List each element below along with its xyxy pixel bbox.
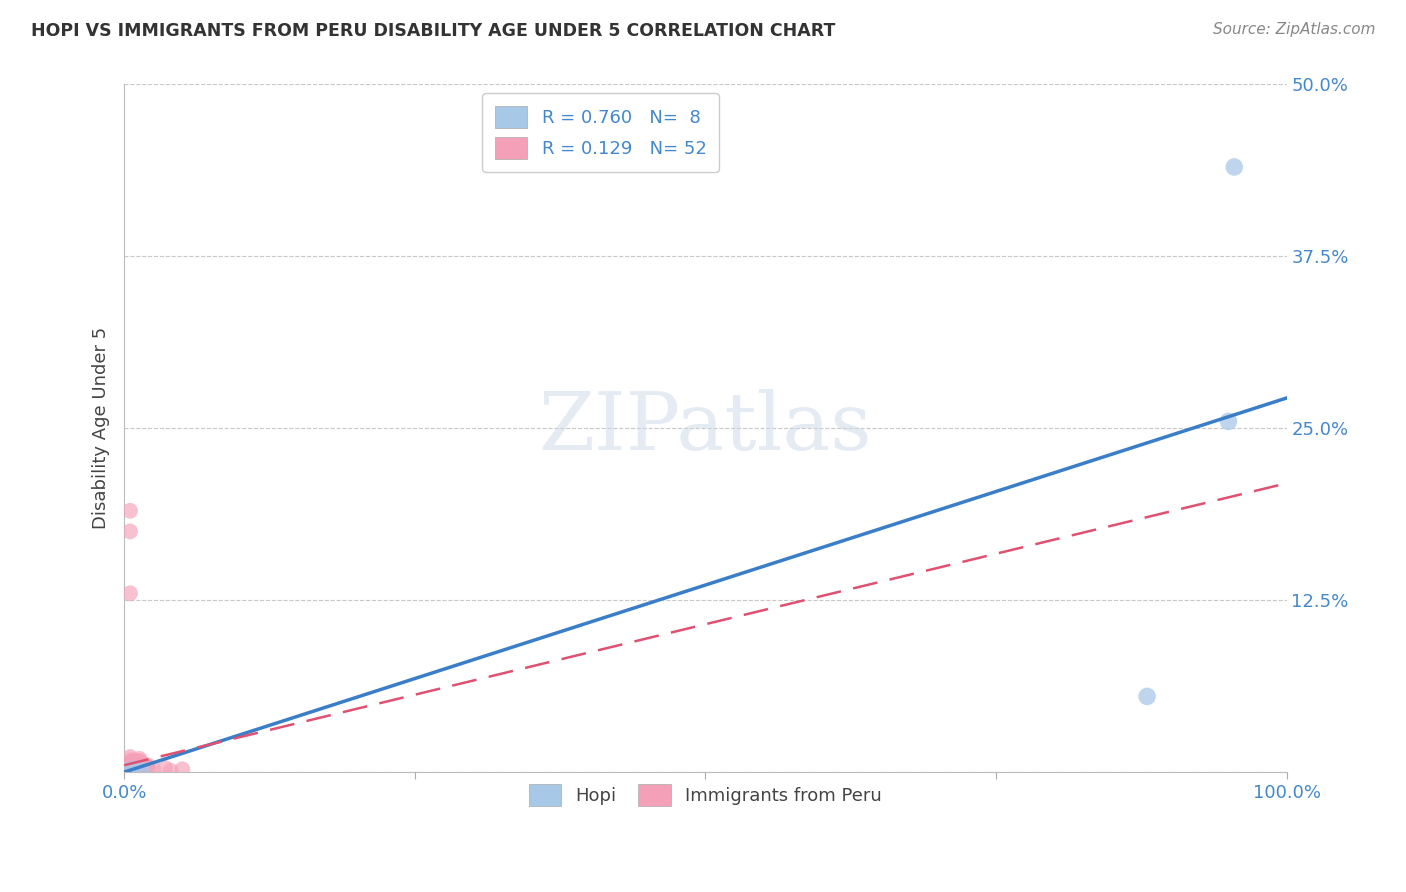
Point — [114, 762, 136, 776]
Point — [120, 758, 142, 772]
Point — [153, 761, 176, 775]
Point — [117, 761, 139, 775]
Legend: Hopi, Immigrants from Peru: Hopi, Immigrants from Peru — [520, 774, 891, 814]
Point — [115, 764, 138, 778]
Text: ZIPatlas: ZIPatlas — [538, 389, 872, 467]
Point — [117, 764, 139, 778]
Point — [159, 764, 181, 778]
Point — [124, 761, 146, 775]
Point — [127, 760, 149, 774]
Point — [136, 758, 159, 772]
Point — [121, 764, 143, 779]
Point — [118, 586, 141, 600]
Point — [120, 756, 142, 770]
Point — [1136, 690, 1159, 704]
Point — [114, 760, 136, 774]
Point — [122, 754, 145, 768]
Point — [115, 757, 138, 772]
Y-axis label: Disability Age Under 5: Disability Age Under 5 — [93, 327, 110, 529]
Point — [124, 764, 146, 778]
Point — [112, 762, 135, 776]
Point — [1218, 414, 1240, 428]
Point — [121, 757, 143, 772]
Text: Source: ZipAtlas.com: Source: ZipAtlas.com — [1212, 22, 1375, 37]
Point — [121, 753, 143, 767]
Text: HOPI VS IMMIGRANTS FROM PERU DISABILITY AGE UNDER 5 CORRELATION CHART: HOPI VS IMMIGRANTS FROM PERU DISABILITY … — [31, 22, 835, 40]
Point — [118, 750, 141, 764]
Point — [172, 762, 194, 776]
Point — [122, 762, 145, 776]
Point — [135, 758, 157, 772]
Point — [128, 752, 150, 766]
Point — [129, 755, 152, 769]
Point — [118, 764, 141, 778]
Point — [117, 760, 139, 774]
Point — [127, 760, 149, 774]
Point — [124, 764, 146, 779]
Point — [131, 764, 153, 778]
Point — [122, 758, 145, 772]
Point — [132, 758, 155, 772]
Point — [121, 762, 143, 776]
Point — [138, 763, 160, 777]
Point — [124, 763, 146, 777]
Point — [128, 754, 150, 768]
Point — [124, 763, 146, 777]
Point — [114, 758, 136, 772]
Point — [117, 763, 139, 777]
Point — [128, 761, 150, 775]
Point — [114, 764, 136, 778]
Point — [142, 762, 165, 776]
Point — [115, 764, 138, 779]
Point — [118, 524, 141, 539]
Point — [118, 761, 141, 775]
Point — [135, 759, 157, 773]
Point — [134, 763, 156, 777]
Point — [1223, 160, 1246, 174]
Point — [118, 504, 141, 518]
Point — [131, 764, 153, 778]
Point — [115, 764, 138, 778]
Point — [117, 764, 139, 778]
Point — [118, 761, 141, 775]
Point — [121, 759, 143, 773]
